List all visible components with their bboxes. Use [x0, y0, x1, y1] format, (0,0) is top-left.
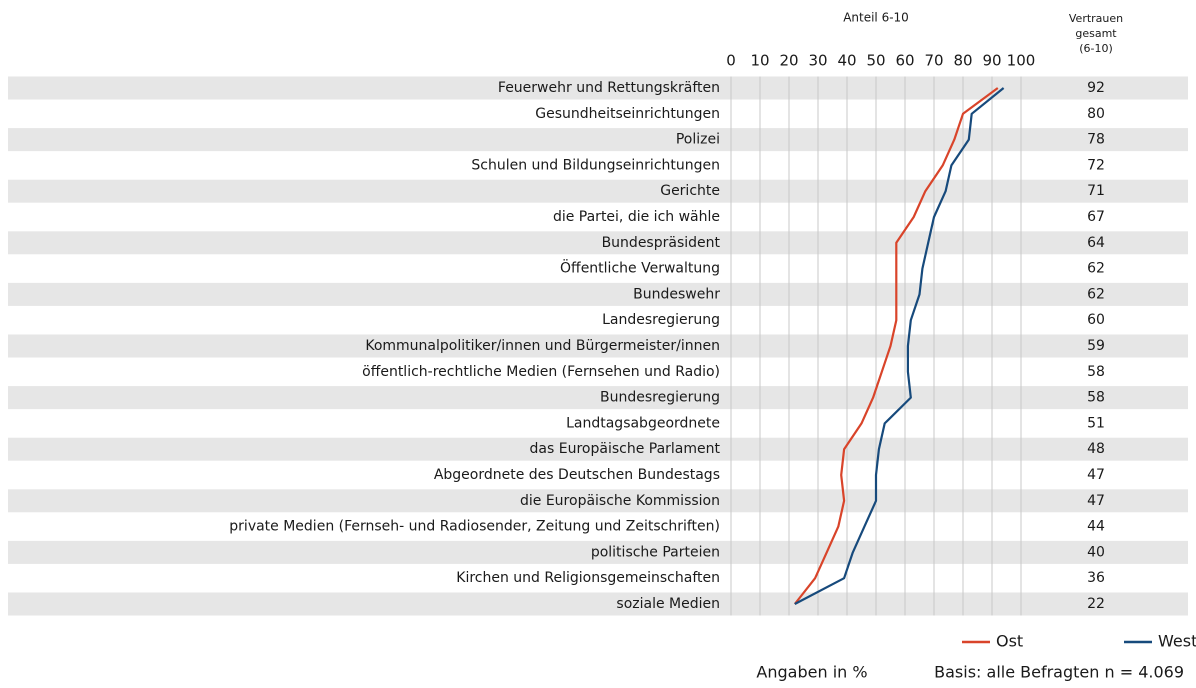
- category-label: Bundespräsident: [602, 235, 721, 251]
- x-tick-label: 30: [808, 52, 827, 70]
- row-band: [8, 592, 1188, 616]
- total-value: 22: [1087, 596, 1105, 612]
- x-tick-label: 70: [924, 52, 943, 70]
- total-value: 36: [1087, 570, 1105, 586]
- note: Angaben in %: [756, 663, 867, 682]
- category-label: Gerichte: [660, 183, 720, 199]
- x-tick-label: 20: [779, 52, 798, 70]
- total-value: 51: [1087, 415, 1105, 431]
- total-value: 60: [1087, 312, 1105, 328]
- total-value: 58: [1087, 364, 1105, 380]
- row-band: [8, 437, 1188, 461]
- category-label: private Medien (Fernseh- und Radiosender…: [229, 519, 720, 535]
- row-band: [8, 386, 1188, 410]
- total-value: 40: [1087, 544, 1105, 560]
- category-label: Landesregierung: [602, 312, 720, 328]
- series-line: [794, 87, 1005, 605]
- category-label: Landtagsabgeordnete: [566, 415, 720, 431]
- total-value: 92: [1087, 80, 1105, 96]
- total-value: 48: [1087, 441, 1105, 457]
- category-label: Kirchen und Religionsgemeinschaften: [456, 570, 720, 586]
- row-band: [8, 540, 1188, 564]
- total-value: 67: [1087, 209, 1105, 225]
- legend-label: Ost: [996, 632, 1023, 651]
- row-band: [8, 76, 1188, 100]
- x-tick-label: 50: [866, 52, 885, 70]
- category-label: Öffentliche Verwaltung: [560, 259, 720, 277]
- x-tick-label: 40: [837, 52, 856, 70]
- category-label: die Europäische Kommission: [520, 493, 720, 509]
- total-value: 44: [1087, 519, 1105, 535]
- category-label: die Partei, die ich wähle: [553, 209, 720, 225]
- total-value: 64: [1087, 235, 1105, 251]
- totals-header: Vertrauen: [1069, 12, 1123, 25]
- category-label: öffentlich-rechtliche Medien (Fernsehen …: [362, 364, 720, 380]
- total-value: 80: [1087, 106, 1105, 122]
- x-tick-label: 10: [750, 52, 769, 70]
- category-label: Gesundheitseinrichtungen: [535, 106, 720, 122]
- axis-title: Anteil 6-10: [843, 11, 909, 25]
- x-tick-label: 60: [895, 52, 914, 70]
- x-tick-label: 0: [726, 52, 736, 70]
- series-line: [793, 87, 999, 605]
- row-band: [8, 179, 1188, 203]
- total-value: 78: [1087, 132, 1105, 148]
- x-tick-label: 80: [953, 52, 972, 70]
- x-tick-label: 100: [1007, 52, 1036, 70]
- category-label: Polizei: [676, 132, 720, 148]
- category-label: Feuerwehr und Rettungskräften: [498, 80, 720, 96]
- row-band: [8, 489, 1188, 513]
- note: Basis: alle Befragten n = 4.069: [934, 663, 1184, 682]
- total-value: 59: [1087, 338, 1105, 354]
- total-value: 47: [1087, 493, 1105, 509]
- category-label: das Europäische Parlament: [530, 441, 721, 457]
- category-label: Kommunalpolitiker/innen und Bürgermeiste…: [365, 338, 720, 354]
- category-label: Bundesregierung: [600, 390, 720, 406]
- total-value: 58: [1087, 390, 1105, 406]
- totals-header: (6-10): [1079, 42, 1113, 55]
- category-label: politische Parteien: [591, 544, 720, 560]
- category-label: soziale Medien: [616, 596, 720, 612]
- row-band: [8, 334, 1188, 358]
- category-label: Abgeordnete des Deutschen Bundestags: [434, 467, 720, 483]
- total-value: 62: [1087, 286, 1105, 302]
- total-value: 62: [1087, 261, 1105, 277]
- x-tick-label: 90: [982, 52, 1001, 70]
- row-band: [8, 282, 1188, 306]
- category-label: Schulen und Bildungseinrichtungen: [471, 157, 720, 173]
- category-label: Bundeswehr: [633, 286, 720, 302]
- totals-header: gesamt: [1075, 27, 1117, 40]
- total-value: 72: [1087, 157, 1105, 173]
- total-value: 71: [1087, 183, 1105, 199]
- row-band: [8, 231, 1188, 255]
- legend-label: West: [1158, 632, 1196, 651]
- total-value: 47: [1087, 467, 1105, 483]
- row-band: [8, 128, 1188, 152]
